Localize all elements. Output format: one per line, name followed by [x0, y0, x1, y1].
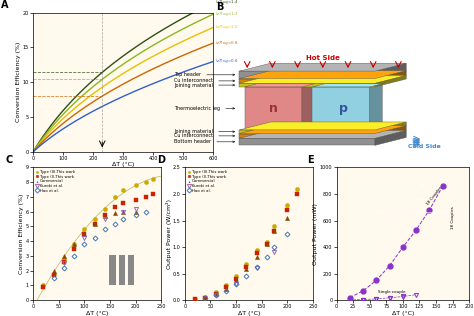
- X-axis label: ΔT (°C): ΔT (°C): [112, 162, 135, 167]
- Text: $(zT)_{avg}$=0.6: $(zT)_{avg}$=0.6: [215, 57, 238, 66]
- Text: E: E: [307, 155, 314, 165]
- Polygon shape: [239, 126, 406, 133]
- Text: $(zT)_{avg}$=1.4: $(zT)_{avg}$=1.4: [215, 0, 238, 7]
- Text: 18 Couples: 18 Couples: [426, 185, 443, 206]
- Polygon shape: [239, 130, 375, 133]
- Polygon shape: [239, 63, 406, 71]
- 18 Couples: [360, 289, 366, 293]
- X-axis label: ΔT (°C): ΔT (°C): [86, 311, 109, 316]
- Text: Thermoelectric leg: Thermoelectric leg: [174, 106, 235, 111]
- 18 Couples: [427, 208, 432, 212]
- Line: 18 Couples: 18 Couples: [347, 184, 445, 300]
- Polygon shape: [239, 130, 406, 138]
- Polygon shape: [239, 71, 375, 79]
- Polygon shape: [245, 87, 302, 130]
- Text: p: p: [339, 102, 348, 115]
- Text: Joining material: Joining material: [174, 129, 235, 134]
- Polygon shape: [239, 70, 406, 79]
- Text: Cu interconnect: Cu interconnect: [174, 78, 235, 83]
- Polygon shape: [302, 84, 314, 130]
- Text: A: A: [1, 0, 8, 10]
- Text: $(zT)_{avg}$=1.2: $(zT)_{avg}$=1.2: [215, 10, 238, 19]
- 18 Couples: [374, 278, 379, 282]
- Text: B: B: [216, 2, 223, 12]
- Y-axis label: Conversion Efficiency (%): Conversion Efficiency (%): [17, 42, 21, 122]
- Polygon shape: [312, 87, 370, 130]
- Text: Bottom header: Bottom header: [174, 139, 235, 144]
- Polygon shape: [239, 122, 406, 130]
- Polygon shape: [375, 75, 406, 87]
- Text: $(zT)_{avg}$=1.0: $(zT)_{avg}$=1.0: [215, 23, 238, 32]
- Y-axis label: Output Power (W/cm²): Output Power (W/cm²): [165, 199, 172, 269]
- Text: Top header: Top header: [174, 72, 235, 77]
- Polygon shape: [239, 79, 375, 83]
- Polygon shape: [239, 133, 375, 138]
- Text: Cold Side: Cold Side: [408, 144, 441, 149]
- Polygon shape: [375, 122, 406, 133]
- 18 Couples: [400, 245, 406, 249]
- Polygon shape: [370, 84, 382, 130]
- Text: Single couple: Single couple: [378, 290, 405, 294]
- Polygon shape: [239, 75, 406, 83]
- Text: Hot Side: Hot Side: [306, 55, 340, 61]
- Polygon shape: [312, 84, 382, 87]
- 18 Couples: [387, 264, 392, 268]
- Legend: Type (II)-This work, Type (I)-This work, Commercial, Kuroki et al., Hao et al.: Type (II)-This work, Type (I)-This work,…: [187, 169, 228, 193]
- Text: 18 Couples: 18 Couples: [451, 207, 456, 229]
- Y-axis label: Conversion Efficiency (%): Conversion Efficiency (%): [19, 194, 25, 274]
- Polygon shape: [239, 138, 375, 145]
- Polygon shape: [375, 63, 406, 79]
- X-axis label: ΔT (°C): ΔT (°C): [237, 311, 260, 316]
- 18 Couples: [347, 296, 353, 300]
- Polygon shape: [375, 126, 406, 138]
- Polygon shape: [375, 70, 406, 83]
- Text: D: D: [157, 155, 164, 165]
- 18 Couples: [440, 184, 446, 188]
- X-axis label: ΔT (°C): ΔT (°C): [392, 311, 414, 316]
- Text: $(zT)_{avg}$=0.8: $(zT)_{avg}$=0.8: [215, 39, 238, 48]
- Text: n: n: [269, 102, 278, 115]
- Polygon shape: [375, 130, 406, 145]
- Polygon shape: [245, 84, 314, 87]
- Text: Joining material: Joining material: [174, 82, 235, 88]
- Y-axis label: Output Power (mW): Output Power (mW): [313, 203, 319, 265]
- Legend: Type (II)-This work, Type (I)-This work, Commercial, Kuroki et al., Hao et al.: Type (II)-This work, Type (I)-This work,…: [35, 169, 76, 193]
- Text: Cu interconnect: Cu interconnect: [174, 133, 235, 138]
- Text: C: C: [5, 155, 12, 165]
- 18 Couples: [413, 228, 419, 232]
- Polygon shape: [239, 83, 375, 87]
